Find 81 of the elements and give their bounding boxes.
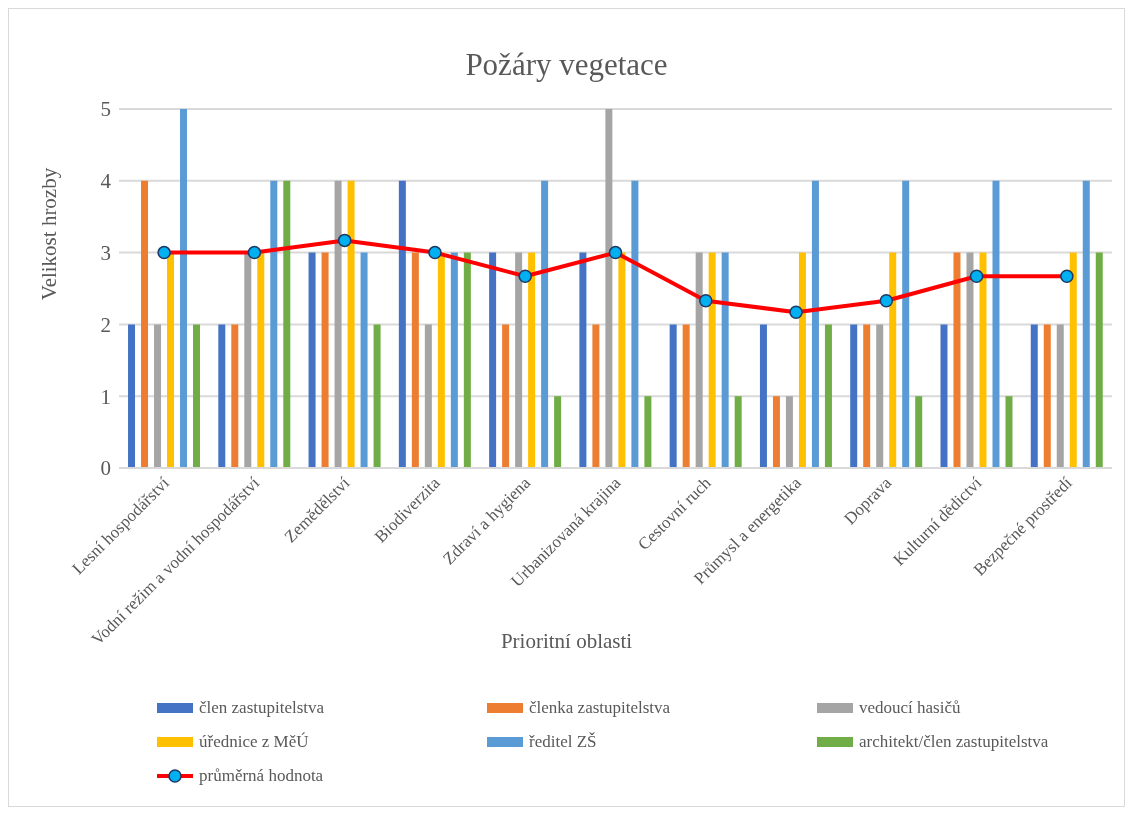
bar: [889, 252, 897, 468]
bar: [682, 324, 690, 468]
bar: [180, 109, 188, 468]
bar: [772, 396, 780, 468]
bar: [373, 324, 381, 468]
bar: [141, 180, 149, 468]
bar: [824, 324, 832, 468]
y-tick-label: 0: [100, 456, 111, 481]
bar: [398, 180, 406, 468]
bar: [902, 180, 910, 468]
bar: [644, 396, 652, 468]
bar: [876, 324, 884, 468]
bar: [515, 252, 523, 468]
bar: [128, 324, 136, 468]
bar: [541, 180, 549, 468]
bar: [283, 180, 291, 468]
bar: [592, 324, 600, 468]
y-tick-label: 2: [100, 312, 111, 337]
legend-label: vedoucí hasičů: [859, 698, 961, 718]
bar: [631, 180, 639, 468]
legend-label: členka zastupitelstva: [529, 698, 671, 718]
y-axis-title: Velikost hrozby: [36, 167, 62, 301]
bar: [231, 324, 239, 468]
bar: [360, 252, 368, 468]
bar: [193, 324, 201, 468]
bar: [785, 396, 793, 468]
bar: [244, 252, 252, 468]
bar: [270, 180, 278, 468]
bar: [734, 396, 742, 468]
bar: [1005, 396, 1013, 468]
bar: [850, 324, 858, 468]
legend-label: úřednice z MěÚ: [199, 732, 309, 752]
bar: [1069, 252, 1077, 468]
bar: [953, 252, 961, 468]
bar: [915, 396, 923, 468]
bar: [992, 180, 1000, 468]
bar: [528, 252, 536, 468]
bar: [167, 252, 175, 468]
bar: [554, 396, 562, 468]
bar: [863, 324, 871, 468]
bar: [759, 324, 767, 468]
bar: [979, 252, 987, 468]
bar: [450, 252, 458, 468]
bar: [1056, 324, 1064, 468]
bar: [1043, 324, 1051, 468]
legend-label: člen zastupitelstva: [199, 698, 325, 718]
bar: [424, 324, 432, 468]
bar: [1095, 252, 1103, 468]
bar: [1030, 324, 1038, 468]
x-axis-title: Prioritní oblasti: [500, 629, 633, 653]
bar: [411, 252, 419, 468]
bar: [579, 252, 587, 468]
bar: [489, 252, 497, 468]
bar: [618, 252, 626, 468]
bar: [1082, 180, 1090, 468]
bar: [154, 324, 162, 468]
legend-label: ředitel ZŠ: [529, 732, 597, 752]
bar: [708, 252, 716, 468]
y-tick-label: 1: [100, 384, 111, 409]
bar: [463, 252, 471, 468]
y-tick-label: 4: [100, 169, 112, 194]
bar: [605, 109, 613, 468]
legend-label: průměrná hodnota: [199, 766, 324, 786]
bar: [218, 324, 226, 468]
bar: [334, 180, 342, 468]
bar: [940, 324, 948, 468]
bar: [669, 324, 677, 468]
y-tick-label: 3: [100, 241, 111, 266]
bar: [321, 252, 329, 468]
bar: [502, 324, 510, 468]
y-tick-label: 5: [100, 97, 111, 122]
bar: [347, 180, 355, 468]
chart-title: Požáry vegetace: [464, 47, 669, 83]
bar: [721, 252, 729, 468]
bar: [966, 252, 974, 468]
bar: [695, 252, 703, 468]
bar: [308, 252, 316, 468]
bar: [798, 252, 806, 468]
legend-label: architekt/člen zastupitelstva: [859, 732, 1049, 752]
bar: [811, 180, 819, 468]
bar: [257, 252, 265, 468]
